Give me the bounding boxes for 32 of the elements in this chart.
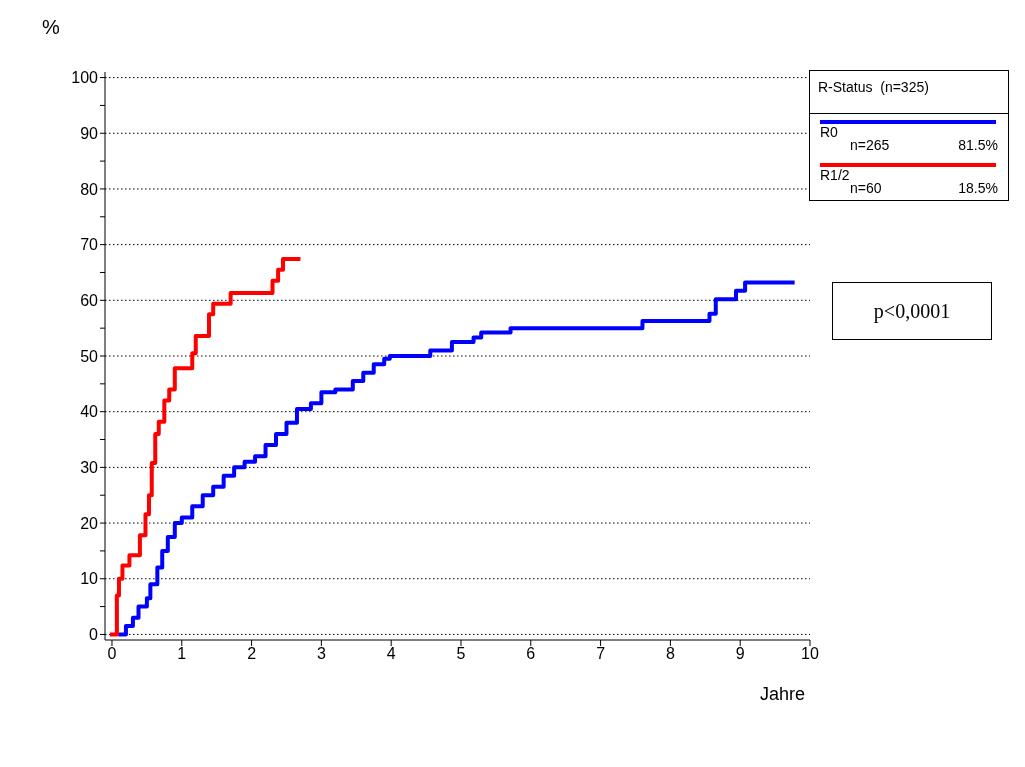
y-axis-title: %: [42, 16, 60, 39]
x-tick-label: 9: [735, 645, 745, 663]
legend-label: R0: [820, 124, 838, 140]
text: n=60: [850, 180, 882, 196]
y-tick-label: 20: [80, 514, 99, 532]
x-tick-label: 3: [316, 645, 326, 663]
x-tick-label: 1: [177, 645, 187, 663]
x-tick-label: 10: [801, 645, 819, 663]
legend-label: R1/2: [820, 167, 850, 183]
y-tick-label: 80: [80, 180, 99, 198]
y-tick-label: 50: [80, 347, 99, 365]
y-tick-label: 60: [80, 291, 99, 309]
x-tick-label: 0: [107, 645, 117, 663]
x-tick-label: 8: [665, 645, 675, 663]
text: n=265: [850, 137, 890, 153]
y-tick-label: 70: [80, 236, 99, 254]
y-tick-label: 100: [71, 69, 99, 87]
legend-title: R-Status (n=325): [810, 71, 1008, 114]
x-axis-title: Jahre: [759, 684, 805, 705]
y-tick-label: 30: [80, 459, 99, 477]
y-tick-label: 90: [80, 124, 99, 142]
x-tick-label: 6: [526, 645, 536, 663]
y-tick-label: 40: [80, 403, 99, 421]
text: p<0,0001: [832, 282, 992, 340]
x-tick-label: 4: [386, 645, 396, 663]
text: 81.5%: [958, 137, 998, 153]
x-tick-label: 7: [596, 645, 606, 663]
text: 18.5%: [958, 180, 998, 196]
x-tick-label: 5: [456, 645, 466, 663]
x-tick-label: 2: [247, 645, 257, 663]
y-tick-label: 0: [89, 626, 99, 644]
y-tick-label: 10: [80, 570, 99, 588]
